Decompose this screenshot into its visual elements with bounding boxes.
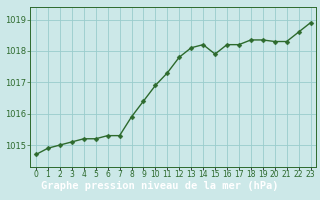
Text: Graphe pression niveau de la mer (hPa): Graphe pression niveau de la mer (hPa)	[41, 181, 279, 191]
